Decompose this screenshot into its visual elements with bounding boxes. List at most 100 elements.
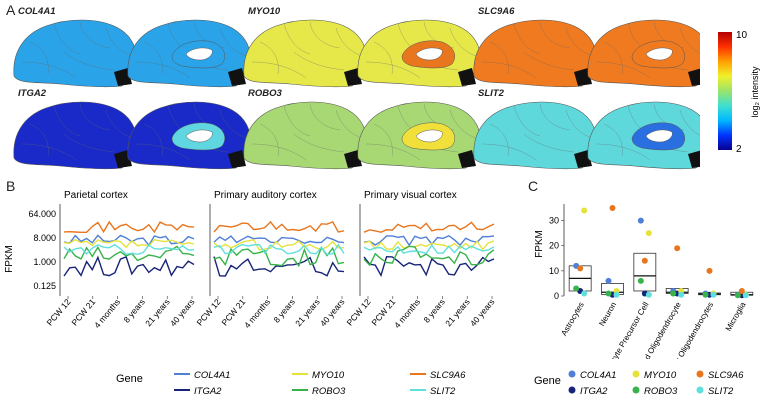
legend-label: ITGA2	[194, 386, 222, 397]
brain-medial-view	[587, 101, 700, 170]
point-slit2	[742, 292, 749, 299]
series-line-slc9a6	[213, 220, 345, 233]
point-slc9a6	[609, 205, 616, 211]
legend-label: ITGA2	[580, 386, 608, 397]
x-tick-label: PCW 12	[195, 297, 223, 328]
point-robo3	[734, 292, 741, 299]
point-col4a1	[605, 277, 612, 284]
point-robo3	[605, 290, 612, 297]
brain-gene-label: COL4A1	[18, 6, 56, 17]
legend-label: COL4A1	[580, 370, 616, 381]
brain-gene-label: SLIT2	[478, 88, 504, 99]
point-col4a1	[637, 217, 644, 224]
brain-lateral-view	[473, 19, 597, 88]
y-tick-label: 20	[549, 241, 559, 251]
series-line-myo10	[213, 239, 345, 251]
series-line-slit2	[213, 243, 345, 256]
brain-gene-label: SLC9A6	[478, 6, 515, 17]
brain-medial-view	[357, 101, 481, 170]
y-tick-label: 0.125	[33, 281, 56, 291]
series-line-itga2	[63, 255, 195, 277]
series-line-col4a1	[63, 234, 195, 247]
y-tick-label: 30	[549, 216, 559, 226]
legend-swatch	[696, 386, 704, 394]
legend-swatch	[632, 370, 640, 378]
panel-b-ylabel: FPKM	[4, 245, 15, 273]
colorbar-min: 2	[736, 144, 742, 155]
panel-c-scatter: FPKM 0 10 20 30 Astrocytes NeuronOligodendroc…	[534, 204, 754, 359]
y-tick-label: 10	[549, 266, 559, 276]
legend-label: SLC9A6	[708, 370, 744, 381]
x-tick-label: 21 years	[443, 297, 472, 328]
legend-b: Gene COL4A1 MYO10 SLC9A6 ITGA2 ROBO3 SLIT2	[116, 370, 466, 397]
point-slc9a6	[577, 265, 584, 272]
point-slit2	[678, 291, 685, 298]
series-line-itga2	[213, 256, 345, 277]
brain-medial-view	[127, 19, 251, 88]
panel-label-a: A	[6, 2, 16, 18]
colorbar: 10 2 log₂ intensity	[718, 30, 760, 155]
point-robo3	[702, 291, 709, 298]
x-tick-label: 40 years	[168, 297, 197, 328]
legend-label: MYO10	[644, 370, 677, 381]
brain-lateral-view	[473, 101, 597, 170]
series-line-robo3	[363, 245, 495, 267]
point-robo3	[637, 277, 644, 284]
legend-swatch	[568, 386, 576, 394]
legend-label: MYO10	[312, 370, 345, 381]
x-tick-label: PCW 12	[45, 297, 73, 328]
legend-title: Gene	[534, 375, 561, 387]
legend-label: SLIT2	[430, 386, 456, 397]
legend-swatch	[632, 386, 640, 394]
y-tick-label: 64.000	[28, 209, 56, 219]
point-myo10	[581, 207, 588, 214]
legend-title: Gene	[116, 373, 143, 385]
colorbar-title: log₂ intensity	[750, 66, 760, 118]
x-tick-label: 40 years	[318, 297, 347, 328]
x-tick-label: 40 years	[468, 297, 497, 328]
brain-maps	[13, 19, 700, 170]
legend-swatch	[568, 370, 576, 378]
point-robo3	[670, 290, 677, 297]
point-slit2	[613, 291, 620, 298]
x-tick-label: PCW 12	[345, 297, 373, 328]
series-line-slc9a6	[63, 220, 195, 234]
point-slit2	[710, 291, 717, 298]
series-line-col4a1	[363, 234, 495, 247]
point-slc9a6	[738, 287, 745, 294]
x-tick-label: 4 months	[242, 297, 272, 330]
brain-lateral-view	[243, 101, 367, 170]
legend-label: COL4A1	[194, 370, 230, 381]
colorbar-gradient	[718, 32, 732, 150]
legend-swatch	[696, 370, 704, 378]
point-myo10	[645, 230, 652, 237]
point-slit2	[581, 290, 588, 297]
category-label: Neuron	[597, 301, 618, 328]
legend-c: Gene COL4A1 MYO10 SLC9A6 ITGA2 ROBO3 SLIT2	[534, 370, 744, 397]
point-slit2	[645, 291, 652, 298]
x-tick-label: 21 years	[143, 297, 172, 328]
brain-gene-label: ITGA2	[18, 88, 46, 99]
panel-label-b: B	[6, 178, 16, 194]
y-tick-label: 8.000	[33, 233, 56, 243]
panel-label-c: C	[528, 178, 539, 194]
category-label: Astrocytes	[559, 301, 585, 338]
point-slc9a6	[706, 267, 713, 274]
brain-gene-label: ROBO3	[248, 88, 282, 99]
brain-lateral-view	[243, 19, 367, 88]
facet-title: Primary visual cortex	[364, 190, 457, 201]
brain-medial-view	[587, 19, 700, 88]
point-robo3	[573, 285, 580, 292]
panel-c-ylabel: FPKM	[534, 230, 545, 258]
legend-label: ROBO3	[644, 386, 678, 397]
facet-title: Primary auditory cortex	[214, 190, 317, 201]
facet-title: Parietal cortex	[64, 190, 128, 201]
legend-label: ROBO3	[312, 386, 346, 397]
brain-medial-view	[357, 19, 481, 88]
x-tick-label: 4 months	[392, 297, 422, 330]
y-tick-label: 0	[554, 291, 559, 301]
brain-medial-view	[127, 101, 251, 170]
brain-gene-label: MYO10	[248, 6, 281, 17]
series-line-itga2	[363, 255, 495, 278]
